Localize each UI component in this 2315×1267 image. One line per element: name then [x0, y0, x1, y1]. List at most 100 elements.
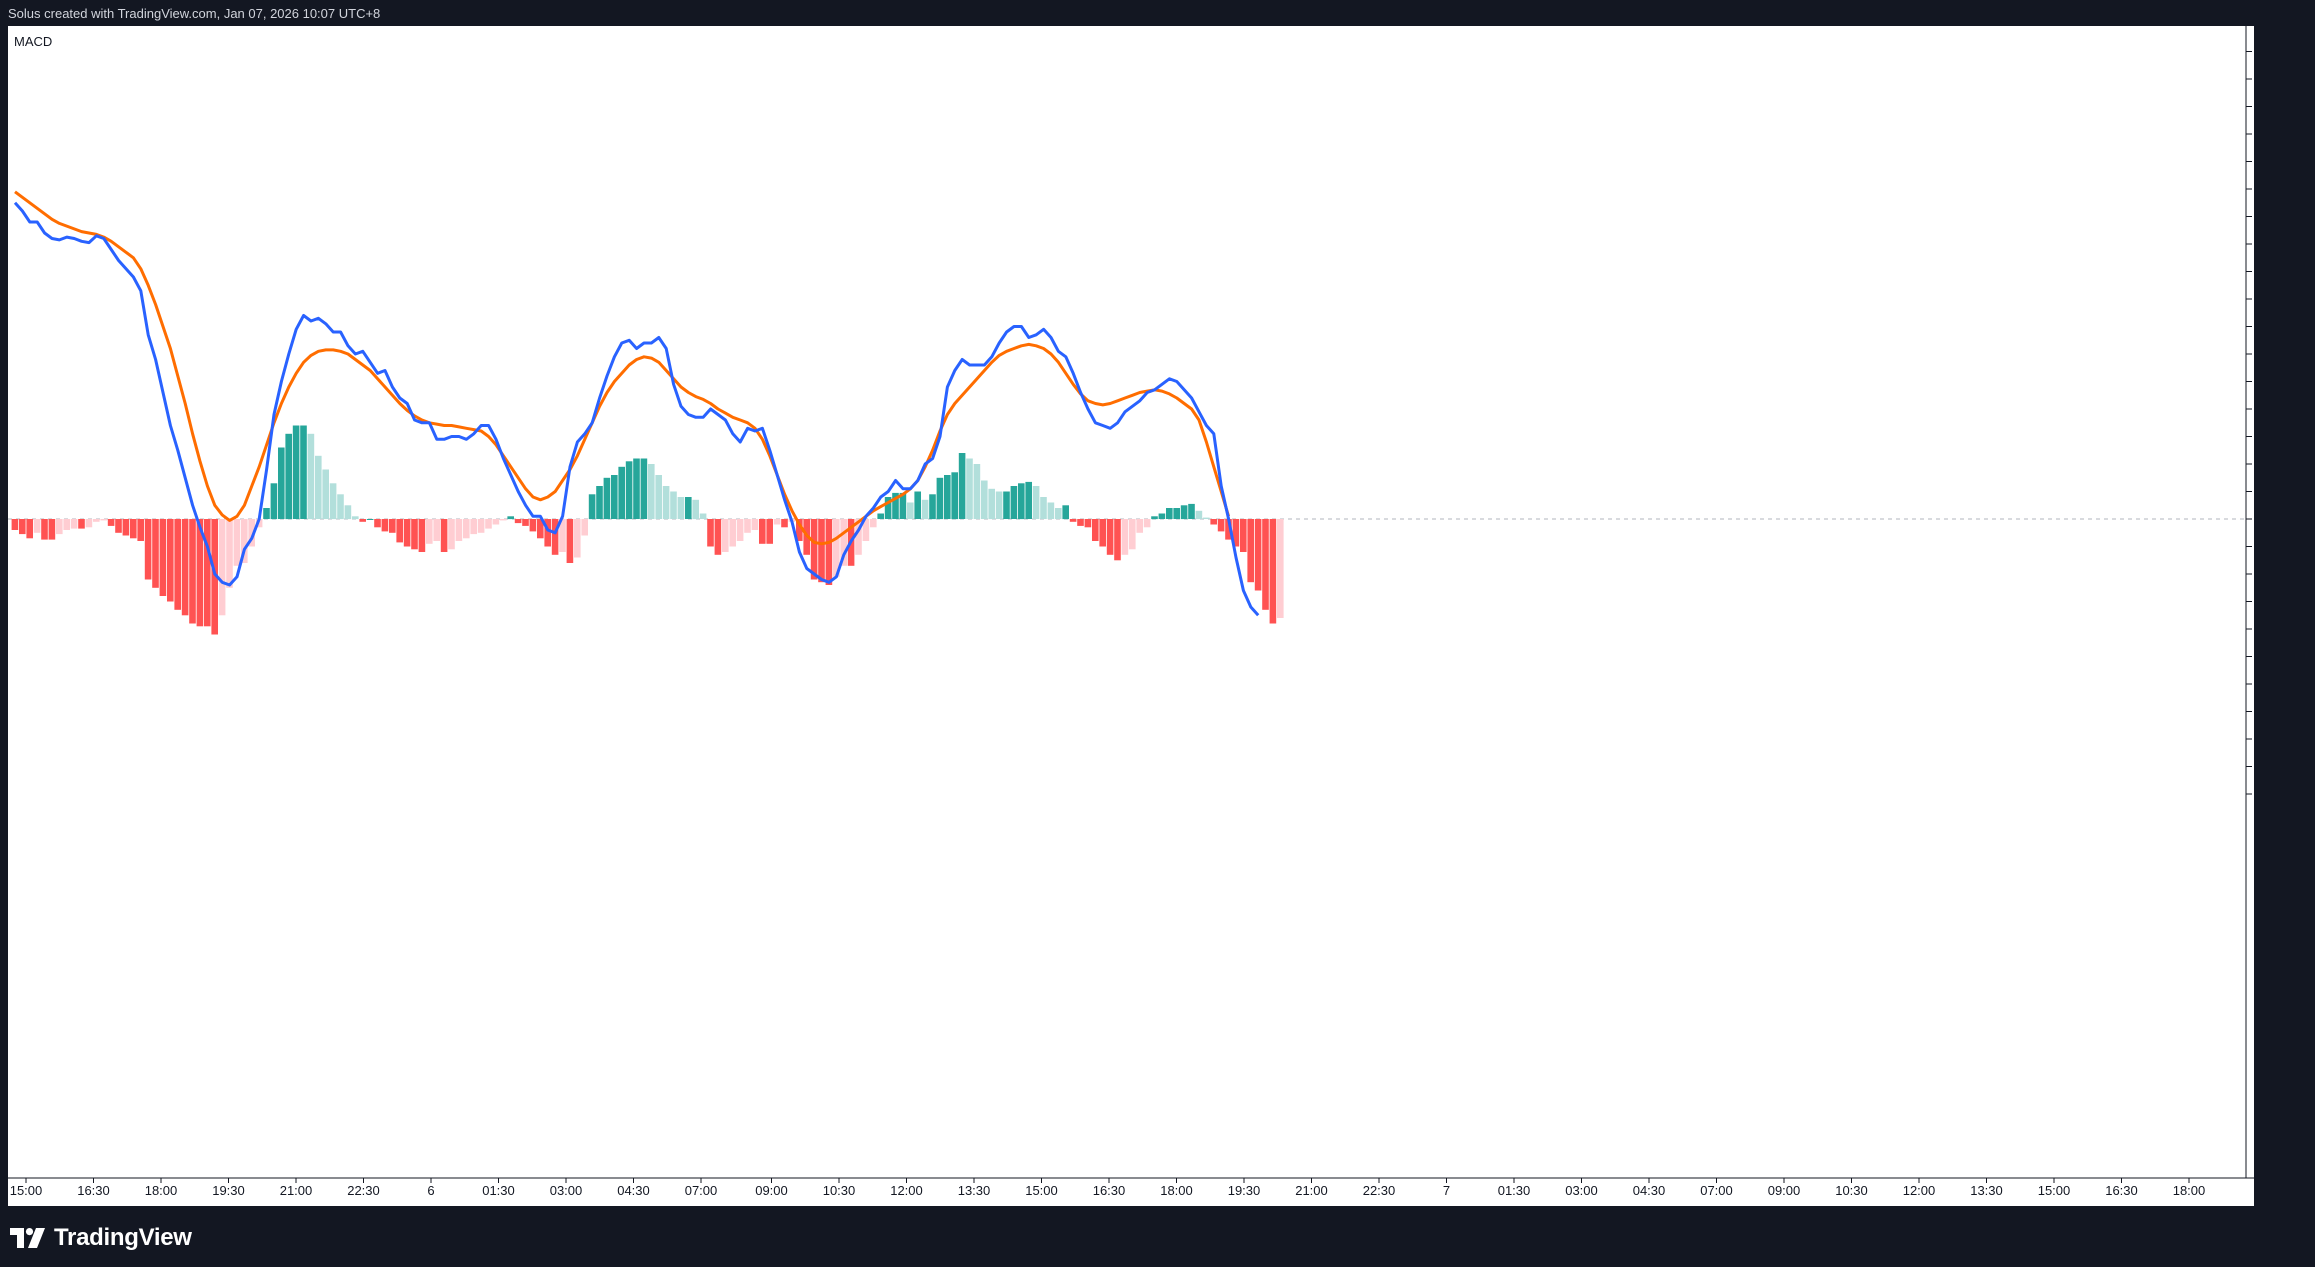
- histogram-bar: [285, 433, 292, 520]
- time-scale-label: 18:00: [145, 1183, 178, 1198]
- chart-attribution: Solus created with TradingView.com, Jan …: [8, 6, 381, 21]
- time-scale-label: 21:00: [1295, 1183, 1328, 1198]
- histogram-bar: [973, 464, 981, 519]
- histogram-bar: [403, 519, 411, 547]
- time-scale-label: 10:30: [1835, 1183, 1868, 1198]
- histogram-bar: [174, 519, 181, 610]
- histogram-bar: [315, 455, 322, 519]
- time-scale-label: 03:00: [1565, 1183, 1598, 1198]
- histogram-bar: [137, 519, 144, 541]
- time-scale-label: 13:30: [958, 1183, 991, 1198]
- histogram-bar: [648, 464, 655, 519]
- histogram-bar: [744, 519, 751, 533]
- histogram-bar: [855, 519, 862, 555]
- histogram-bar: [1269, 519, 1277, 624]
- time-scale-label: 03:00: [550, 1183, 583, 1198]
- histogram-bar: [477, 519, 485, 533]
- histogram-bar: [1069, 519, 1077, 522]
- histogram-bar: [248, 519, 255, 547]
- histogram-bar: [537, 519, 544, 539]
- tradingview-logo[interactable]: TradingView: [10, 1224, 192, 1252]
- time-scale-label: 18:00: [2173, 1183, 2206, 1198]
- time-scale-label: 22:30: [1363, 1183, 1396, 1198]
- histogram-bar: [1240, 519, 1247, 552]
- histogram-bar: [263, 508, 270, 519]
- price-scale[interactable]: 18.0017.0016.0015.0014.0013.0012.0011.00…: [2245, 26, 2254, 1178]
- histogram-bar: [329, 483, 337, 520]
- histogram-bar: [167, 519, 174, 602]
- histogram-bar: [41, 519, 48, 540]
- histogram-bar: [1247, 519, 1254, 583]
- histogram-bar: [1047, 502, 1055, 519]
- histogram-bar: [966, 458, 973, 519]
- histogram-bar: [1077, 519, 1084, 526]
- histogram-bar: [1055, 508, 1062, 519]
- histogram-bar: [115, 519, 122, 533]
- histogram-bar: [366, 519, 374, 520]
- histogram-bar: [581, 519, 588, 536]
- histogram-bar: [241, 519, 248, 563]
- histogram-bar: [33, 519, 41, 533]
- time-scale-label: 07:00: [1700, 1183, 1733, 1198]
- histogram-bar: [921, 499, 929, 520]
- histogram-bar: [204, 519, 211, 627]
- histogram-bar: [159, 519, 167, 596]
- histogram-bar: [877, 513, 884, 519]
- histogram-bar: [152, 519, 159, 588]
- histogram-bar: [625, 461, 633, 520]
- histogram-bar: [944, 475, 951, 519]
- histogram-bar: [773, 519, 781, 525]
- histogram-bar: [93, 519, 100, 522]
- histogram-bar: [1040, 497, 1047, 519]
- histogram-bar: [1025, 481, 1032, 519]
- histogram-bar: [1143, 519, 1151, 528]
- time-scale-label: 19:30: [212, 1183, 245, 1198]
- time-scale-label: 01:30: [1498, 1183, 1531, 1198]
- time-scale-label: 01:30: [482, 1183, 515, 1198]
- macd-chart-pane[interactable]: 18.0017.0016.0015.0014.0013.0012.0011.00…: [8, 26, 2254, 1206]
- histogram-bar: [884, 497, 892, 519]
- time-scale-label: 22:30: [347, 1183, 380, 1198]
- histogram-bar: [981, 480, 988, 519]
- histogram-bar: [1062, 505, 1069, 520]
- histogram-bar: [396, 519, 403, 543]
- histogram-bar: [870, 519, 877, 528]
- histogram-bar: [196, 519, 204, 627]
- histogram-bar: [1217, 519, 1225, 532]
- histogram-bar: [11, 519, 19, 530]
- histogram-bar: [662, 486, 670, 519]
- time-scale[interactable]: 15:00 16:30 18:00 19:30 21:00 22:30 6 01:30 03:0…: [8, 1177, 2254, 1198]
- histogram-bar: [655, 475, 662, 519]
- histogram-bar: [485, 519, 492, 529]
- histogram-bar: [707, 519, 714, 547]
- histogram-bar: [352, 516, 359, 520]
- histogram-bar: [56, 519, 63, 535]
- histogram-bar: [995, 491, 1003, 519]
- histogram-bar: [433, 519, 440, 541]
- macd-chart[interactable]: 18.0017.0016.0015.0014.0013.0012.0011.00…: [8, 26, 2254, 1206]
- time-scale-label: 18:00: [1160, 1183, 1193, 1198]
- histogram-bar: [322, 469, 329, 519]
- time-scale-label: 07:00: [685, 1183, 718, 1198]
- histogram-bar: [692, 499, 699, 520]
- histogram-bar: [1032, 486, 1040, 519]
- time-scale-label: 09:00: [1768, 1183, 1801, 1198]
- histogram-bar: [840, 519, 847, 566]
- histogram-bar: [929, 494, 936, 520]
- histogram-bar: [470, 519, 477, 535]
- histogram-bar: [440, 519, 448, 552]
- histogram-bar: [211, 519, 218, 635]
- indicator-label[interactable]: MACD: [14, 34, 52, 49]
- histogram-bar: [699, 513, 707, 519]
- histogram-bar: [455, 519, 463, 541]
- histogram-bar: [85, 519, 93, 528]
- histogram-bar: [233, 519, 241, 566]
- time-scale-label: 04:30: [1633, 1183, 1666, 1198]
- histogram-bar: [144, 519, 152, 580]
- histogram-bar: [574, 519, 581, 558]
- histogram-bar: [1121, 519, 1129, 555]
- time-scale-label: 19:30: [1228, 1183, 1261, 1198]
- tradingview-logo-text: TradingView: [54, 1224, 192, 1251]
- histogram-bar: [1129, 519, 1136, 550]
- histogram-bar: [833, 519, 840, 577]
